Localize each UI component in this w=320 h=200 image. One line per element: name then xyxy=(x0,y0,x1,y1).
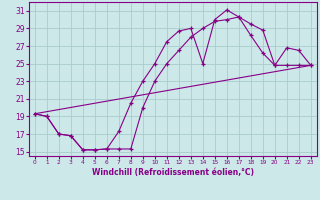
X-axis label: Windchill (Refroidissement éolien,°C): Windchill (Refroidissement éolien,°C) xyxy=(92,168,254,177)
